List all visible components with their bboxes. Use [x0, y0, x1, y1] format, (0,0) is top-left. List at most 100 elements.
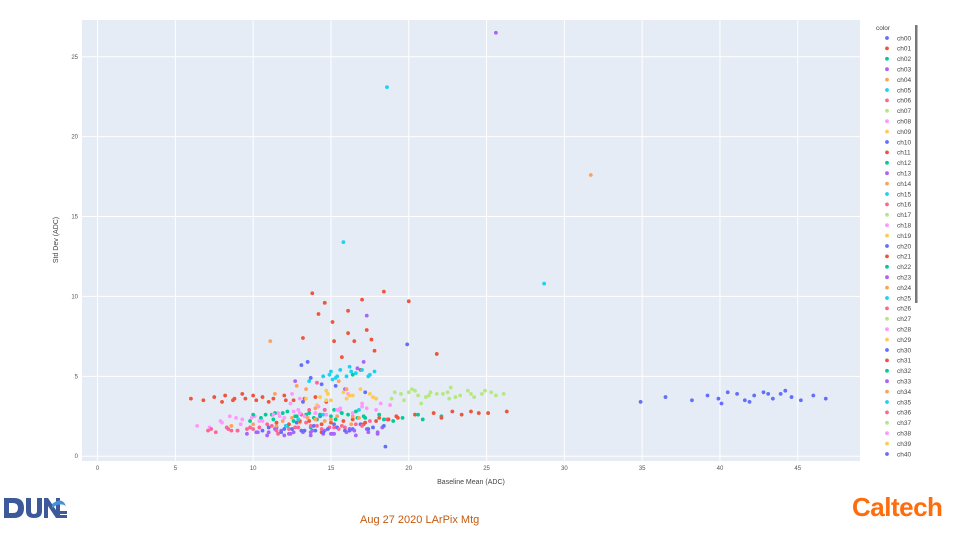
x-axis-title: Baseline Mean (ADC)	[437, 479, 505, 486]
legend-label: ch02	[897, 56, 911, 63]
data-point-ch36	[251, 427, 256, 431]
data-point-ch01	[240, 391, 245, 396]
legend-item-ch33[interactable]: ch33	[885, 379, 911, 386]
data-point-ch06	[339, 423, 344, 428]
data-point-ch07	[402, 398, 406, 403]
data-point-ch09	[350, 393, 355, 398]
data-point-ch12	[271, 417, 276, 422]
legend-item-ch18[interactable]: ch18	[885, 223, 911, 230]
legend-item-ch31[interactable]: ch31	[885, 358, 911, 365]
data-point-ch01	[413, 412, 417, 417]
x-tick-label: 10	[250, 466, 257, 472]
legend-label: ch06	[897, 98, 911, 105]
legend-marker	[885, 244, 889, 248]
legend-label: ch40	[897, 451, 911, 458]
legend-item-ch19[interactable]: ch19	[885, 233, 911, 240]
data-point-ch29	[318, 395, 322, 399]
legend-label: ch03	[897, 67, 911, 74]
legend-label: ch17	[897, 212, 911, 219]
legend-label: ch29	[897, 337, 911, 344]
data-point-ch28	[302, 414, 307, 419]
data-point-ch00	[294, 420, 299, 425]
legend-item-ch36[interactable]: ch36	[885, 410, 911, 417]
data-point-ch10	[383, 444, 388, 449]
data-point-ch07	[493, 393, 498, 398]
legend-item-ch40[interactable]: ch40	[885, 451, 911, 458]
data-point-ch08	[195, 423, 200, 428]
data-point-ch10	[747, 399, 752, 404]
data-point-ch10	[716, 396, 721, 401]
legend-item-ch08[interactable]: ch08	[885, 119, 911, 126]
legend-scrollbar[interactable]	[915, 25, 918, 303]
legend-item-ch25[interactable]: ch25	[885, 295, 911, 302]
legend-item-ch39[interactable]: ch39	[885, 441, 911, 448]
data-point-ch10	[789, 395, 794, 399]
data-point-ch08	[238, 422, 243, 427]
legend-item-ch04[interactable]: ch04	[885, 77, 911, 84]
legend-item-ch06[interactable]: ch06	[885, 98, 911, 105]
legend-item-ch30[interactable]: ch30	[885, 347, 911, 354]
legend-marker	[885, 327, 889, 332]
legend-item-ch22[interactable]: ch22	[885, 264, 911, 271]
legend-item-ch28[interactable]: ch28	[885, 327, 911, 334]
data-point-ch01	[223, 393, 228, 398]
legend-item-ch15[interactable]: ch15	[885, 191, 911, 198]
data-point-ch18	[290, 391, 294, 396]
data-point-ch31	[274, 420, 279, 425]
legend-label: ch11	[897, 150, 911, 157]
data-point-ch04	[349, 422, 354, 427]
legend-marker	[885, 192, 889, 196]
legend-item-ch11[interactable]: ch11	[885, 150, 911, 157]
legend-item-ch09[interactable]: ch09	[885, 129, 911, 136]
legend-item-ch17[interactable]: ch17	[885, 212, 911, 219]
dune-logo	[2, 494, 68, 527]
legend-item-ch03[interactable]: ch03	[885, 67, 911, 74]
legend-item-ch26[interactable]: ch26	[885, 306, 911, 313]
data-point-ch24	[305, 415, 310, 420]
legend-item-ch37[interactable]: ch37	[885, 420, 911, 427]
data-point-ch24	[350, 414, 355, 419]
data-point-ch21	[287, 422, 291, 427]
legend-item-ch14[interactable]: ch14	[885, 181, 911, 188]
data-point-ch10	[778, 391, 783, 396]
legend-item-ch00[interactable]: ch00	[885, 35, 911, 42]
legend-item-ch02[interactable]: ch02	[885, 56, 911, 63]
legend-item-ch13[interactable]: ch13	[885, 171, 911, 178]
legend-item-ch12[interactable]: ch12	[885, 160, 911, 167]
data-point-ch32	[350, 372, 355, 377]
legend-label: ch22	[897, 264, 911, 271]
data-point-ch26	[248, 425, 252, 430]
legend-item-ch16[interactable]: ch16	[885, 202, 911, 209]
legend-item-ch07[interactable]: ch07	[885, 108, 911, 115]
data-point-ch01	[504, 409, 509, 414]
legend-label: ch16	[897, 202, 911, 209]
legend-item-ch10[interactable]: ch10	[885, 139, 911, 146]
legend-item-ch35[interactable]: ch35	[885, 399, 911, 406]
legend-item-ch32[interactable]: ch32	[885, 368, 911, 375]
data-point-ch17	[447, 396, 452, 401]
data-point-ch11	[231, 398, 235, 403]
legend-item-ch23[interactable]: ch23	[885, 275, 911, 282]
data-point-ch05	[357, 407, 361, 412]
data-point-ch00	[301, 399, 305, 404]
data-point-ch16	[213, 430, 218, 435]
legend[interactable]: color ch00 ch01 ch02 ch03 ch04 ch05 ch06 ch07 ch0…	[876, 25, 918, 458]
legend-label: ch04	[897, 77, 911, 84]
data-point-ch11	[266, 399, 271, 404]
legend-item-ch34[interactable]: ch34	[885, 389, 911, 396]
legend-item-ch38[interactable]: ch38	[885, 431, 911, 438]
data-point-ch24	[273, 391, 277, 396]
x-tick-label: 30	[561, 466, 568, 472]
data-point-ch22	[263, 412, 268, 417]
legend-item-ch21[interactable]: ch21	[885, 254, 911, 261]
legend-item-ch01[interactable]: ch01	[885, 46, 911, 53]
legend-item-ch24[interactable]: ch24	[885, 285, 911, 292]
data-point-ch40	[366, 427, 371, 431]
x-tick-label: 35	[639, 466, 646, 472]
legend-item-ch05[interactable]: ch05	[885, 87, 911, 94]
legend-item-ch20[interactable]: ch20	[885, 243, 911, 250]
legend-item-ch27[interactable]: ch27	[885, 316, 911, 323]
legend-item-ch29[interactable]: ch29	[885, 337, 911, 344]
data-point-ch01	[346, 308, 350, 313]
data-point-ch40	[321, 430, 326, 435]
